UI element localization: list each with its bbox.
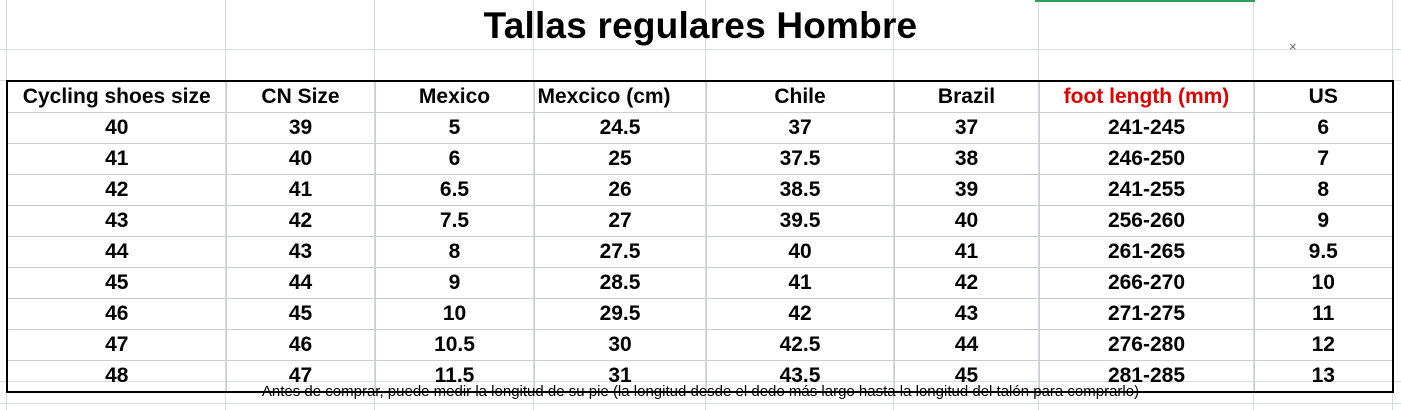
cell-us: 9 [1253, 205, 1393, 237]
cell-cn-size: 44 [225, 267, 375, 299]
header-us: US [1253, 81, 1393, 113]
cell-cn-size: 43 [225, 236, 375, 268]
cell-brazil: 39 [893, 174, 1039, 206]
header-brazil: Brazil [893, 81, 1039, 113]
cell-cycling-size: 43 [6, 205, 226, 237]
header-chile: Chile [705, 81, 894, 113]
header-cn-size: CN Size [225, 81, 375, 113]
measurement-note: Antes de comprar, puede medir la longitu… [261, 383, 1140, 400]
cell-mexico-cm: 26 [533, 174, 706, 206]
cell-cn-size: 46 [225, 329, 375, 361]
cell-mexico: 5 [374, 112, 534, 144]
table-header-row: Cycling shoes size CN Size Mexico Mexcic… [6, 81, 1393, 113]
table-row: 40 39 5 24.5 37 37 241-245 6 [6, 112, 1393, 144]
selection-accent-bar [1035, 0, 1255, 2]
cell-chile: 43.5 [705, 360, 894, 392]
cell-mexico: 10.5 [374, 329, 534, 361]
cell-mexico: 10 [374, 298, 534, 330]
cell-brazil: 37 [893, 112, 1039, 144]
header-mexico: Mexico [374, 81, 534, 113]
table-row: 41 40 6 25 37.5 38 246-250 7 [6, 143, 1393, 175]
header-cycling-shoes-size: Cycling shoes size [6, 81, 226, 113]
cell-us: 10 [1253, 267, 1393, 299]
cell-chile: 37.5 [705, 143, 894, 175]
cell-us: 9.5 [1253, 236, 1393, 268]
cell-brazil: 43 [893, 298, 1039, 330]
cell-chile: 37 [705, 112, 894, 144]
cell-cn-size: 42 [225, 205, 375, 237]
cell-cn-size: 40 [225, 143, 375, 175]
table-row: 43 42 7.5 27 39.5 40 256-260 9 [6, 205, 1393, 237]
cell-cn-size: 41 [225, 174, 375, 206]
cell-cycling-size: 46 [6, 298, 226, 330]
cell-mexico-cm: 27 [533, 205, 706, 237]
cell-brazil: 38 [893, 143, 1039, 175]
table-row: 46 45 10 29.5 42 43 271-275 11 [6, 298, 1393, 330]
cell-foot-length: 261-265 [1038, 236, 1254, 268]
cell-us: 12 [1253, 329, 1393, 361]
table-row: 47 46 10.5 30 42.5 44 276-280 12 [6, 329, 1393, 361]
cell-mexico-cm: 24.5 [533, 112, 706, 144]
cell-mexico-cm: 29.5 [533, 298, 706, 330]
size-table: Cycling shoes size CN Size Mexico Mexcic… [6, 80, 1394, 393]
cell-cycling-size: 48 [6, 360, 226, 392]
cell-mexico-cm: 30 [533, 329, 706, 361]
table-row: 48 47 11.5 31 43.5 45 281-285 13 [6, 360, 1393, 392]
cell-chile: 41 [705, 267, 894, 299]
cell-cycling-size: 45 [6, 267, 226, 299]
close-icon[interactable]: × [1289, 39, 1297, 54]
cell-brazil: 45 [893, 360, 1039, 392]
cell-mexico: 8 [374, 236, 534, 268]
cell-brazil: 41 [893, 236, 1039, 268]
cell-us: 6 [1253, 112, 1393, 144]
cell-cn-size: 45 [225, 298, 375, 330]
table-row: 45 44 9 28.5 41 42 266-270 10 [6, 267, 1393, 299]
cell-us: 7 [1253, 143, 1393, 175]
cell-cn-size: 47 [225, 360, 375, 392]
cell-brazil: 40 [893, 205, 1039, 237]
cell-mexico-cm: 31 [533, 360, 706, 392]
cell-foot-length: 256-260 [1038, 205, 1254, 237]
cell-chile: 42 [705, 298, 894, 330]
cell-brazil: 44 [893, 329, 1039, 361]
header-mexico-cm: Mexcico (cm) [533, 81, 706, 113]
cell-cycling-size: 42 [6, 174, 226, 206]
cell-mexico: 9 [374, 267, 534, 299]
cell-foot-length: 266-270 [1038, 267, 1254, 299]
cell-us: 11 [1253, 298, 1393, 330]
cell-foot-length: 241-245 [1038, 112, 1254, 144]
cell-mexico-cm: 25 [533, 143, 706, 175]
cell-cn-size: 39 [225, 112, 375, 144]
cell-brazil: 42 [893, 267, 1039, 299]
cell-foot-length: 241-255 [1038, 174, 1254, 206]
cell-cycling-size: 40 [6, 112, 226, 144]
cell-mexico: 6 [374, 143, 534, 175]
cell-chile: 40 [705, 236, 894, 268]
cell-foot-length: 246-250 [1038, 143, 1254, 175]
page-title: Tallas regulares Hombre [483, 5, 918, 46]
table-row: 44 43 8 27.5 40 41 261-265 9.5 [6, 236, 1393, 268]
cell-mexico: 6.5 [374, 174, 534, 206]
cell-us: 8 [1253, 174, 1393, 206]
cell-chile: 39.5 [705, 205, 894, 237]
table-row: 42 41 6.5 26 38.5 39 241-255 8 [6, 174, 1393, 206]
header-foot-length: foot length (mm) [1038, 81, 1254, 113]
cell-chile: 42.5 [705, 329, 894, 361]
cell-mexico: 7.5 [374, 205, 534, 237]
cell-foot-length: 281-285 [1038, 360, 1254, 392]
cell-foot-length: 276-280 [1038, 329, 1254, 361]
cell-chile: 38.5 [705, 174, 894, 206]
cell-cycling-size: 47 [6, 329, 226, 361]
cell-mexico-cm: 28.5 [533, 267, 706, 299]
cell-mexico: 11.5 [374, 360, 534, 392]
cell-us: 13 [1253, 360, 1393, 392]
cell-mexico-cm: 27.5 [533, 236, 706, 268]
cell-cycling-size: 41 [6, 143, 226, 175]
cell-foot-length: 271-275 [1038, 298, 1254, 330]
cell-cycling-size: 44 [6, 236, 226, 268]
